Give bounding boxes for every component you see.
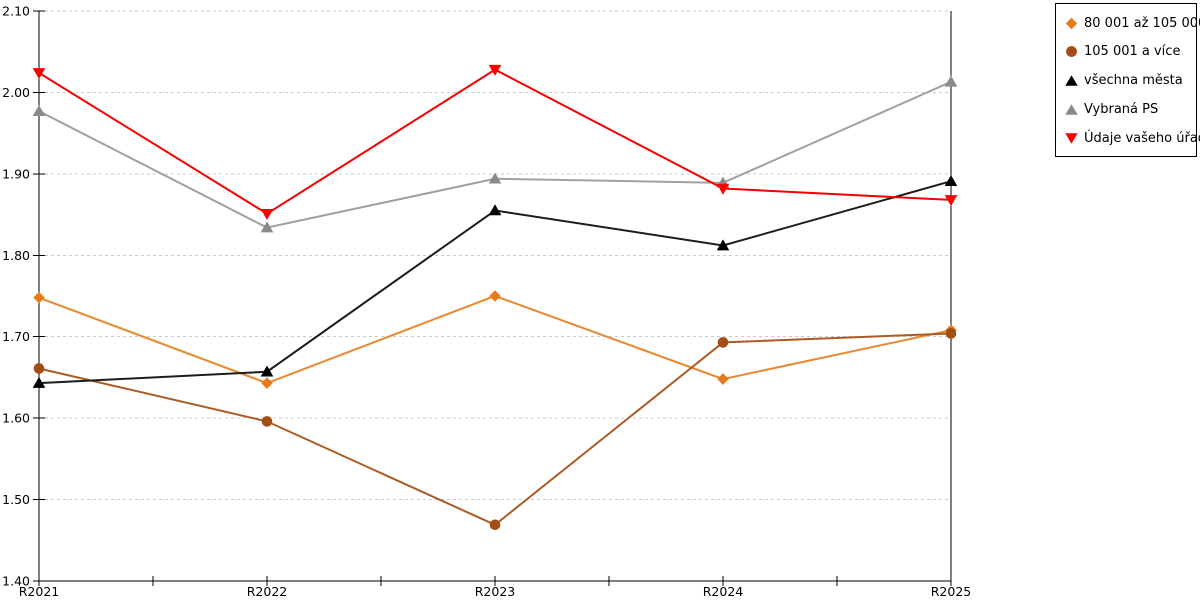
data-point-marker	[716, 183, 730, 195]
y-tick-label: 1.40	[2, 574, 30, 589]
data-point-marker	[33, 363, 45, 374]
series-line-1	[38, 332, 952, 526]
data-point-marker	[33, 291, 45, 304]
legend-item-3: Vybraná PS	[1065, 95, 1192, 123]
data-point-marker	[489, 519, 501, 531]
data-point-marker	[260, 221, 274, 233]
y-tick-label: 1.90	[2, 166, 30, 181]
data-point-marker	[945, 328, 957, 339]
legend-item-label: všechna města	[1084, 73, 1183, 88]
x-tick-label: R2025	[931, 584, 972, 599]
y-tick-label: 1.80	[2, 248, 30, 263]
data-point-marker	[260, 365, 274, 377]
triangle-down-legend-icon	[1065, 132, 1078, 145]
legend-item-0: 80 001 až 105 000	[1065, 9, 1200, 37]
diamond-legend-icon	[1065, 17, 1078, 30]
y-tick-label: 1.70	[2, 329, 30, 344]
legend: 80 001 až 105 000 105 001 a více všechna m…	[1055, 3, 1200, 157]
y-tick-label: 1.60	[2, 411, 30, 426]
legend-item-label: 105 001 a více	[1084, 44, 1181, 60]
data-point-marker	[32, 104, 46, 116]
data-point-marker	[488, 204, 502, 216]
legend-item-label: Údaje vašeho úřadu	[1084, 130, 1200, 146]
x-tick-label: R2022	[247, 584, 288, 599]
data-point-marker	[489, 290, 501, 302]
x-tick-label: R2024	[703, 584, 744, 599]
data-point-marker	[261, 416, 273, 427]
y-tick-label: 2.00	[2, 85, 30, 100]
triangle-up-legend-icon	[1065, 103, 1078, 116]
legend-item-label: 80 001 až 105 000	[1084, 15, 1200, 31]
legend-item-4: Údaje vašeho úřadu	[1065, 124, 1200, 152]
data-point-marker	[488, 64, 502, 76]
data-point-marker	[717, 337, 729, 348]
data-point-marker	[488, 172, 502, 184]
data-point-marker	[32, 376, 46, 388]
data-point-marker	[944, 195, 958, 207]
data-point-marker	[717, 373, 729, 385]
y-tick-label: 1.50	[2, 492, 30, 507]
y-tick-label: 2.10	[2, 4, 30, 19]
legend-item-1: 105 001 a více	[1065, 38, 1192, 66]
data-point-marker	[260, 208, 274, 220]
data-point-marker	[944, 174, 958, 186]
triangle-up-legend-icon	[1065, 74, 1078, 87]
data-point-marker	[944, 75, 958, 87]
circle-legend-icon	[1065, 45, 1078, 58]
legend-item-label: Vybraná PS	[1084, 101, 1159, 117]
data-point-marker	[32, 68, 46, 80]
x-tick-label: R2021	[19, 584, 60, 599]
data-point-marker	[261, 377, 273, 389]
x-tick-label: R2023	[475, 584, 516, 599]
legend-item-2: všechna města	[1065, 67, 1192, 95]
data-point-marker	[716, 239, 730, 251]
